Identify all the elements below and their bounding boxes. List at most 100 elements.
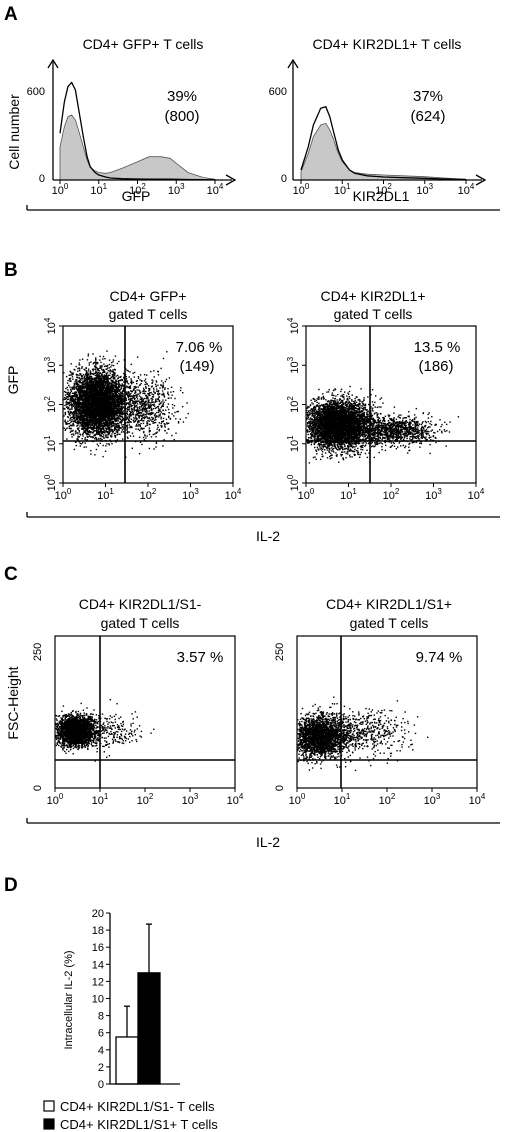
scatter-point: [78, 362, 80, 364]
scatter-point: [114, 372, 116, 374]
scatter-point: [85, 367, 87, 369]
scatter-point: [86, 378, 88, 380]
scatter-point: [121, 391, 123, 393]
scatter-point: [100, 429, 102, 431]
scatter-point: [113, 429, 116, 431]
scatter-point: [77, 388, 80, 390]
scatter-point: [79, 368, 81, 370]
scatter-point: [109, 431, 111, 434]
scatter-point: [105, 428, 108, 430]
scatter-point: [90, 413, 92, 416]
scatter-point: [74, 399, 76, 401]
scatter-point: [94, 387, 96, 389]
scatter-point: [96, 376, 99, 378]
scatter-point: [78, 411, 80, 414]
scatter-point: [121, 416, 124, 419]
scatter-point: [79, 381, 81, 383]
scatter-point: [102, 425, 104, 427]
scatter-point: [74, 432, 77, 435]
scatter-point: [133, 410, 136, 412]
scatter-point: [105, 421, 107, 423]
scatter-point: [71, 430, 73, 432]
scatter-point: [137, 386, 139, 388]
scatter-point: [81, 406, 83, 408]
scatter-point: [108, 433, 110, 435]
scatter-point: [68, 384, 70, 387]
scatter-point: [71, 406, 73, 409]
scatter-point: [119, 395, 122, 398]
scatter-point: [121, 392, 124, 394]
scatter-point: [127, 391, 130, 393]
scatter-point: [70, 396, 72, 398]
scatter-point: [66, 423, 68, 425]
scatter-point: [93, 412, 95, 415]
scatter-point: [84, 413, 86, 415]
scatter-point: [108, 378, 110, 380]
scatter-point: [66, 416, 69, 418]
scatter-point: [80, 395, 82, 397]
scatter-point: [82, 411, 85, 413]
scatter-point: [84, 392, 86, 394]
scatter-point: [101, 373, 103, 375]
scatter-point: [102, 455, 104, 458]
scatter-point: [111, 410, 114, 412]
scatter-point: [118, 425, 120, 427]
histogram-kir2dl1-outline-series: [300, 105, 467, 181]
scatter-point: [92, 370, 94, 372]
scatter-point: [121, 414, 123, 416]
scatter-point: [83, 430, 85, 433]
scatter-point: [105, 405, 107, 407]
scatter-point: [65, 375, 68, 378]
scatter-point: [87, 368, 90, 370]
scatter-point: [65, 402, 67, 404]
scatter-point: [75, 383, 78, 386]
scatter-point: [115, 420, 117, 422]
scatter-point: [69, 395, 71, 397]
scatter-point: [98, 406, 100, 408]
scatter-point: [108, 381, 111, 384]
scatter-point: [82, 412, 85, 414]
scatter-point: [66, 438, 68, 440]
scatter-point: [107, 425, 110, 427]
scatter-point: [69, 370, 71, 373]
scatter-point: [90, 385, 92, 387]
scatter-point: [69, 415, 71, 417]
scatter-point: [93, 365, 96, 367]
scatter-point: [116, 398, 119, 400]
scatter-point: [85, 411, 88, 413]
scatter-point: [108, 413, 111, 415]
scatter-point: [116, 404, 118, 406]
scatter-point: [79, 405, 81, 408]
scatter-point: [70, 402, 73, 404]
scatter-point: [84, 398, 86, 400]
scatter-point: [75, 430, 77, 432]
scatter-point: [108, 413, 110, 415]
scatter-point: [120, 431, 123, 433]
scatter-point: [117, 426, 119, 428]
scatter-point: [88, 376, 91, 378]
scatter-point: [97, 424, 100, 426]
scatter-point: [91, 427, 93, 429]
scatter-point: [64, 419, 66, 421]
scatter-point: [120, 379, 122, 381]
scatter-point: [82, 433, 84, 435]
scatter-point: [112, 408, 114, 410]
scatter-point: [118, 390, 121, 392]
scatter-point: [107, 426, 110, 429]
scatter-point: [87, 398, 90, 401]
scatter-point: [97, 413, 100, 415]
scatter-point: [91, 424, 94, 426]
scatter-point: [103, 437, 105, 439]
scatter-point: [97, 394, 99, 396]
scatter-point: [63, 427, 65, 429]
scatter-point: [100, 419, 102, 422]
scatter-point: [84, 394, 87, 397]
scatter-point: [79, 373, 82, 376]
scatter-point: [110, 382, 112, 384]
scatter-point: [119, 407, 121, 410]
scatter-point: [65, 421, 67, 423]
scatter-point: [111, 413, 114, 415]
scatter-point: [67, 403, 69, 405]
scatter-point: [84, 424, 87, 427]
scatter-point: [89, 426, 92, 428]
